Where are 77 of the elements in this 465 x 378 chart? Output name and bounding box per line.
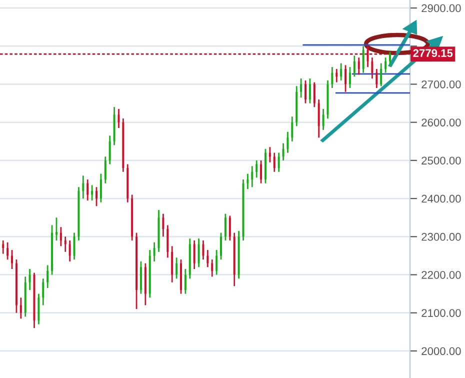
candlestick <box>28 268 31 291</box>
candlestick <box>308 78 311 104</box>
candlestick <box>198 238 200 268</box>
candlestick <box>313 82 316 108</box>
candlestick <box>376 68 378 89</box>
candlestick <box>362 45 364 74</box>
candlestick <box>206 249 209 268</box>
candlestick <box>118 108 120 129</box>
y-tick-label: 2300.00 <box>422 232 461 241</box>
candlestick <box>273 152 276 173</box>
candlestick <box>256 160 258 178</box>
y-tick-label: 2900.00 <box>422 4 461 12</box>
candlestick <box>278 152 280 173</box>
candlestick <box>162 213 164 238</box>
candlestick <box>268 146 271 164</box>
candlestick <box>260 160 262 184</box>
candlestick <box>11 249 14 270</box>
candlestick <box>228 214 231 242</box>
candlestick <box>95 186 98 207</box>
candlestick <box>193 240 196 270</box>
candlestick <box>322 108 324 131</box>
candlestick <box>348 66 351 89</box>
y-tick-label: 2500.00 <box>422 156 461 165</box>
candlestick <box>202 240 204 260</box>
candlestick <box>371 56 374 80</box>
candlestick <box>340 62 342 82</box>
candlestick <box>388 51 391 66</box>
candlestick <box>64 236 66 253</box>
candlestick <box>336 68 338 83</box>
ref-line-label: 2779.15 <box>413 49 453 58</box>
candlestick <box>60 226 62 247</box>
candlestick <box>353 54 356 78</box>
candlestick <box>166 224 169 258</box>
candlestick <box>20 296 22 320</box>
candlestick <box>176 256 178 280</box>
candlestick <box>318 98 320 138</box>
candlestick <box>2 240 4 254</box>
candlestick <box>282 142 284 162</box>
candlestick <box>46 264 49 289</box>
candlestick <box>171 245 174 284</box>
y-tick-label: 2200.00 <box>422 271 461 279</box>
candlestick <box>246 173 249 190</box>
candlestick <box>220 232 222 260</box>
candlestick <box>55 216 58 242</box>
candlestick <box>104 156 106 184</box>
y-tick-label: 2400.00 <box>422 194 461 203</box>
candlestick <box>331 66 334 89</box>
candlestick <box>216 249 218 276</box>
candlestick <box>86 178 89 202</box>
candlestick <box>73 232 76 260</box>
candlestick <box>251 165 254 188</box>
y-tick-label: 2100.00 <box>422 309 461 317</box>
candlestick <box>380 62 382 87</box>
y-tick-label: 2700.00 <box>422 80 461 88</box>
candlestick <box>366 45 369 68</box>
candlestick <box>140 260 142 294</box>
candlestick <box>6 242 9 260</box>
candlestick <box>82 174 84 200</box>
candlestick <box>304 80 306 104</box>
candlestick <box>108 134 111 165</box>
candlestick <box>38 293 40 325</box>
candlestick <box>344 64 347 93</box>
candlestick <box>68 240 71 262</box>
candlestick <box>300 78 302 98</box>
candlestick <box>91 184 94 202</box>
candlestick <box>100 173 102 204</box>
candlestick <box>291 116 294 142</box>
candlestick <box>384 56 387 74</box>
y-tick-label: 2000.00 <box>422 347 461 356</box>
candlestick <box>358 56 360 76</box>
y-tick-label: 2600.00 <box>422 118 461 126</box>
candlestick <box>184 268 186 294</box>
candlestick <box>286 131 289 154</box>
candlestick <box>211 258 214 278</box>
candlestick <box>224 213 226 242</box>
candlestick <box>42 278 44 306</box>
candlestick <box>153 242 156 262</box>
